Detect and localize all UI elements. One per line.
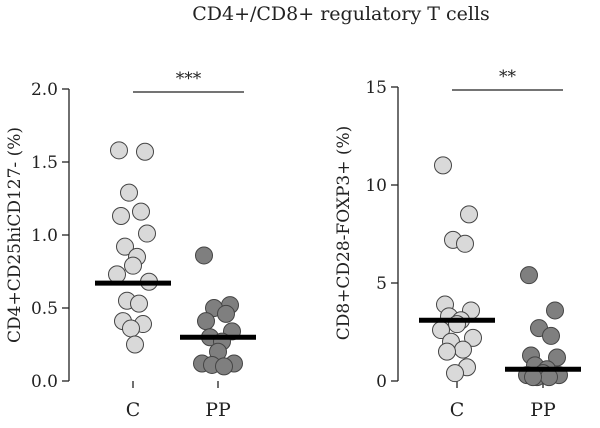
y-tick-label: 0 <box>376 372 387 392</box>
data-point-c <box>446 364 464 383</box>
data-point-c <box>438 342 456 361</box>
data-point-c <box>460 205 478 224</box>
data-point-c <box>464 328 482 347</box>
data-point-pp <box>217 304 235 323</box>
data-point-c <box>136 142 154 161</box>
significance-label: ** <box>499 67 517 87</box>
data-point-c <box>124 256 142 275</box>
y-axis-label: CD4+CD25hiCD127- (%) <box>5 127 25 343</box>
data-point-c <box>110 141 128 160</box>
y-tick-label: 0.0 <box>31 372 58 392</box>
y-tick-label: 1.0 <box>31 226 58 246</box>
data-point-pp <box>195 246 213 265</box>
data-point-pp <box>548 348 566 367</box>
y-tick-label: 15 <box>365 78 387 98</box>
y-axis-label: CD8+CD28-FOXP3+ (%) <box>334 126 354 341</box>
data-point-c <box>120 183 138 202</box>
data-point-c <box>456 234 474 253</box>
data-point-c <box>132 202 150 221</box>
data-point-c <box>122 319 140 338</box>
data-point-c <box>454 340 472 359</box>
y-tick-label: 10 <box>365 176 387 196</box>
x-category-label: PP <box>205 399 231 421</box>
data-point-c <box>112 207 130 226</box>
data-point-c <box>126 335 144 354</box>
data-point-c <box>138 224 156 243</box>
data-point-c <box>108 265 126 284</box>
y-tick-label: 1.5 <box>31 153 58 173</box>
chart-title: CD4+/CD8+ regulatory T cells <box>192 3 490 25</box>
data-point-c <box>434 156 452 175</box>
data-point-c <box>130 294 148 313</box>
data-point-pp <box>520 266 538 285</box>
data-point-pp <box>215 357 233 376</box>
data-point-pp <box>197 312 215 331</box>
y-tick-label: 5 <box>376 274 387 294</box>
y-tick-label: 0.5 <box>31 299 58 319</box>
x-category-label: C <box>126 399 141 421</box>
data-point-pp <box>546 301 564 320</box>
panel-cd8: 0 5 10 15 C PP CD8+CD28-FOXP3+ (%) ** <box>334 67 581 421</box>
y-tick-label: 2.0 <box>31 80 58 100</box>
significance-label: *** <box>176 69 202 89</box>
x-category-label: C <box>450 399 465 421</box>
data-point-c <box>116 237 134 256</box>
data-point-pp <box>542 326 560 345</box>
x-category-label: PP <box>530 399 556 421</box>
panel-cd4: 0.0 0.5 1.0 1.5 2.0 C PP CD4+CD25hiCD127- (%) **… <box>5 69 256 421</box>
